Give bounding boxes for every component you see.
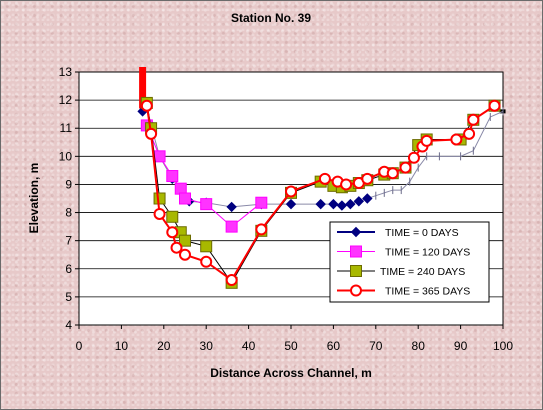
data-point — [420, 134, 433, 147]
data-point — [179, 234, 191, 247]
data-point — [153, 207, 166, 220]
x-tick-label: 60 — [327, 339, 341, 353]
data-point — [140, 99, 153, 112]
data-point — [399, 161, 412, 174]
data-point — [226, 201, 237, 213]
data-point — [200, 255, 213, 268]
data-point — [225, 274, 238, 287]
x-tick-label: 0 — [76, 339, 83, 353]
legend-label: TIME = 240 DAYS — [380, 266, 465, 278]
data-point — [153, 150, 166, 163]
data-point — [345, 198, 356, 210]
data-point — [350, 245, 362, 258]
y-tick-label: 5 — [65, 290, 72, 304]
y-tick-label: 10 — [59, 149, 73, 163]
legend: TIME = 0 DAYS TIME = 120 DAYS TIME = 240 D… — [329, 221, 490, 303]
legend-label: TIME = 365 DAYS — [385, 286, 470, 298]
data-point — [315, 198, 326, 210]
x-axis-label: Distance Across Channel, m — [210, 366, 372, 380]
data-point — [285, 185, 297, 198]
x-tick-label: 50 — [284, 339, 298, 353]
data-point — [318, 172, 331, 185]
y-tick-label: 12 — [59, 93, 73, 107]
legend-entry: TIME = 365 DAYS — [337, 284, 470, 298]
data-point — [170, 241, 183, 254]
series-3 — [140, 99, 501, 287]
data-point — [179, 192, 191, 205]
y-tick-label: 13 — [59, 65, 73, 79]
data-point — [200, 198, 213, 211]
data-point — [166, 170, 179, 183]
y-axis-label: Elevation, m — [27, 163, 41, 234]
data-point — [386, 167, 399, 180]
data-point — [467, 113, 480, 126]
data-point — [353, 196, 365, 207]
data-point — [407, 151, 420, 164]
data-point — [179, 248, 191, 261]
data-point — [225, 220, 238, 233]
data-point — [166, 226, 179, 239]
x-tick-label: 40 — [242, 339, 256, 353]
y-tick-label: 7 — [65, 234, 72, 248]
x-tick-label: 80 — [412, 339, 426, 353]
data-point — [361, 172, 374, 185]
x-tick-label: 20 — [157, 339, 171, 353]
x-tick-label: 100 — [493, 339, 513, 353]
x-tick-label: 90 — [454, 339, 468, 353]
y-tick-label: 6 — [65, 262, 72, 276]
data-point — [255, 196, 268, 209]
y-tick-label: 4 — [65, 318, 72, 332]
data-point — [328, 198, 339, 210]
data-point — [350, 265, 362, 277]
legend-label: TIME = 0 DAYS — [385, 227, 459, 239]
legend-entry: TIME = 240 DAYS — [337, 265, 465, 278]
data-point — [340, 178, 353, 191]
data-point — [255, 223, 268, 236]
series-group — [137, 96, 504, 289]
y-tick-label: 11 — [60, 121, 73, 135]
data-point — [285, 198, 297, 210]
y-tick-label: 9 — [65, 177, 72, 191]
data-point — [336, 200, 348, 211]
data-point — [350, 226, 362, 238]
legend-entry: TIME = 120 DAYS — [337, 245, 470, 259]
data-point — [463, 127, 476, 140]
data-point — [145, 127, 158, 140]
data-point — [153, 192, 166, 205]
x-tick-label: 30 — [200, 339, 214, 353]
chart-title: Station No. 39 — [231, 11, 311, 25]
data-point — [200, 240, 213, 253]
data-point — [362, 193, 373, 204]
legend-entry: TIME = 0 DAYS — [337, 226, 459, 239]
y-axis-ticks: 4 5 6 7 8 9 10 11 12 13 — [59, 65, 79, 332]
x-tick-label: 10 — [115, 339, 129, 353]
x-tick-label: 70 — [369, 339, 383, 353]
y-tick-label: 8 — [65, 206, 72, 220]
legend-label: TIME = 120 DAYS — [385, 247, 470, 259]
data-point — [450, 133, 463, 146]
data-point — [488, 99, 501, 112]
data-point — [166, 210, 179, 223]
data-point — [350, 284, 362, 297]
x-axis-ticks: 0 10 20 30 40 50 60 70 80 90 100 — [76, 325, 513, 353]
